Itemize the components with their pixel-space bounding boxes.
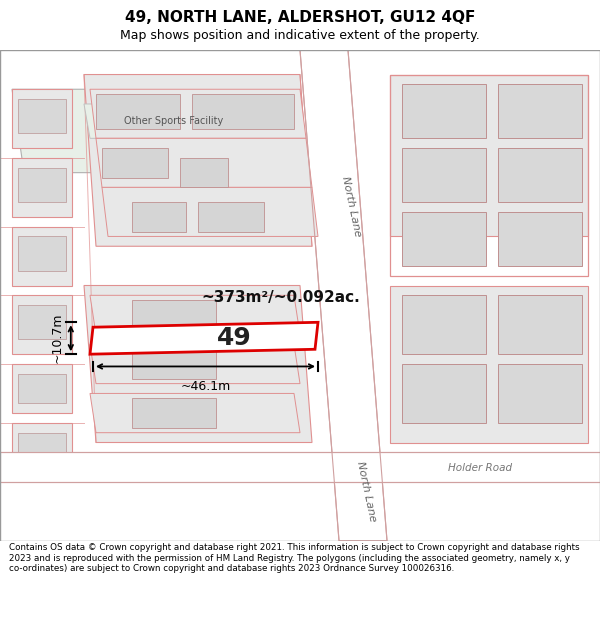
Polygon shape (102, 148, 168, 178)
Polygon shape (90, 394, 300, 432)
Polygon shape (12, 364, 72, 413)
Polygon shape (132, 300, 216, 329)
Polygon shape (498, 84, 582, 138)
Polygon shape (90, 295, 300, 334)
Polygon shape (12, 158, 72, 217)
Polygon shape (402, 212, 486, 266)
Polygon shape (390, 74, 588, 236)
Polygon shape (402, 148, 486, 202)
Text: Other Sports Facility: Other Sports Facility (124, 116, 224, 126)
Polygon shape (402, 84, 486, 138)
Polygon shape (132, 202, 186, 231)
Polygon shape (498, 148, 582, 202)
Text: North Lane: North Lane (355, 461, 377, 522)
Polygon shape (300, 50, 387, 541)
Polygon shape (180, 158, 228, 188)
Polygon shape (12, 227, 72, 286)
Polygon shape (132, 349, 216, 379)
Text: North Lane: North Lane (340, 176, 362, 238)
Polygon shape (12, 89, 72, 148)
Polygon shape (402, 295, 486, 354)
Text: 49, NORTH LANE, ALDERSHOT, GU12 4QF: 49, NORTH LANE, ALDERSHOT, GU12 4QF (125, 10, 475, 25)
Text: Map shows position and indicative extent of the property.: Map shows position and indicative extent… (120, 29, 480, 42)
Text: ~46.1m: ~46.1m (181, 380, 230, 393)
Text: 49: 49 (217, 326, 251, 350)
Polygon shape (12, 295, 72, 354)
Polygon shape (84, 104, 264, 138)
Polygon shape (96, 94, 180, 129)
Polygon shape (84, 286, 312, 442)
Polygon shape (18, 168, 66, 202)
Polygon shape (132, 398, 216, 428)
Polygon shape (498, 295, 582, 354)
Polygon shape (18, 236, 66, 271)
Polygon shape (402, 364, 486, 423)
Text: Contains OS data © Crown copyright and database right 2021. This information is : Contains OS data © Crown copyright and d… (9, 543, 580, 573)
Polygon shape (192, 94, 294, 129)
Text: ~373m²/~0.092ac.: ~373m²/~0.092ac. (201, 290, 360, 305)
Polygon shape (198, 202, 264, 231)
Polygon shape (90, 89, 306, 138)
Polygon shape (498, 364, 582, 423)
Polygon shape (90, 322, 318, 354)
Text: ~10.7m: ~10.7m (50, 313, 64, 364)
Polygon shape (12, 423, 72, 462)
Polygon shape (84, 74, 312, 246)
Polygon shape (498, 212, 582, 266)
Text: Holder Road: Holder Road (448, 463, 512, 473)
Polygon shape (390, 286, 588, 442)
Polygon shape (18, 99, 66, 133)
Polygon shape (102, 188, 318, 236)
Polygon shape (18, 432, 66, 452)
Polygon shape (96, 138, 312, 188)
Polygon shape (12, 89, 300, 172)
Polygon shape (90, 344, 300, 384)
Polygon shape (0, 452, 600, 482)
Polygon shape (18, 305, 66, 339)
Polygon shape (18, 374, 66, 403)
